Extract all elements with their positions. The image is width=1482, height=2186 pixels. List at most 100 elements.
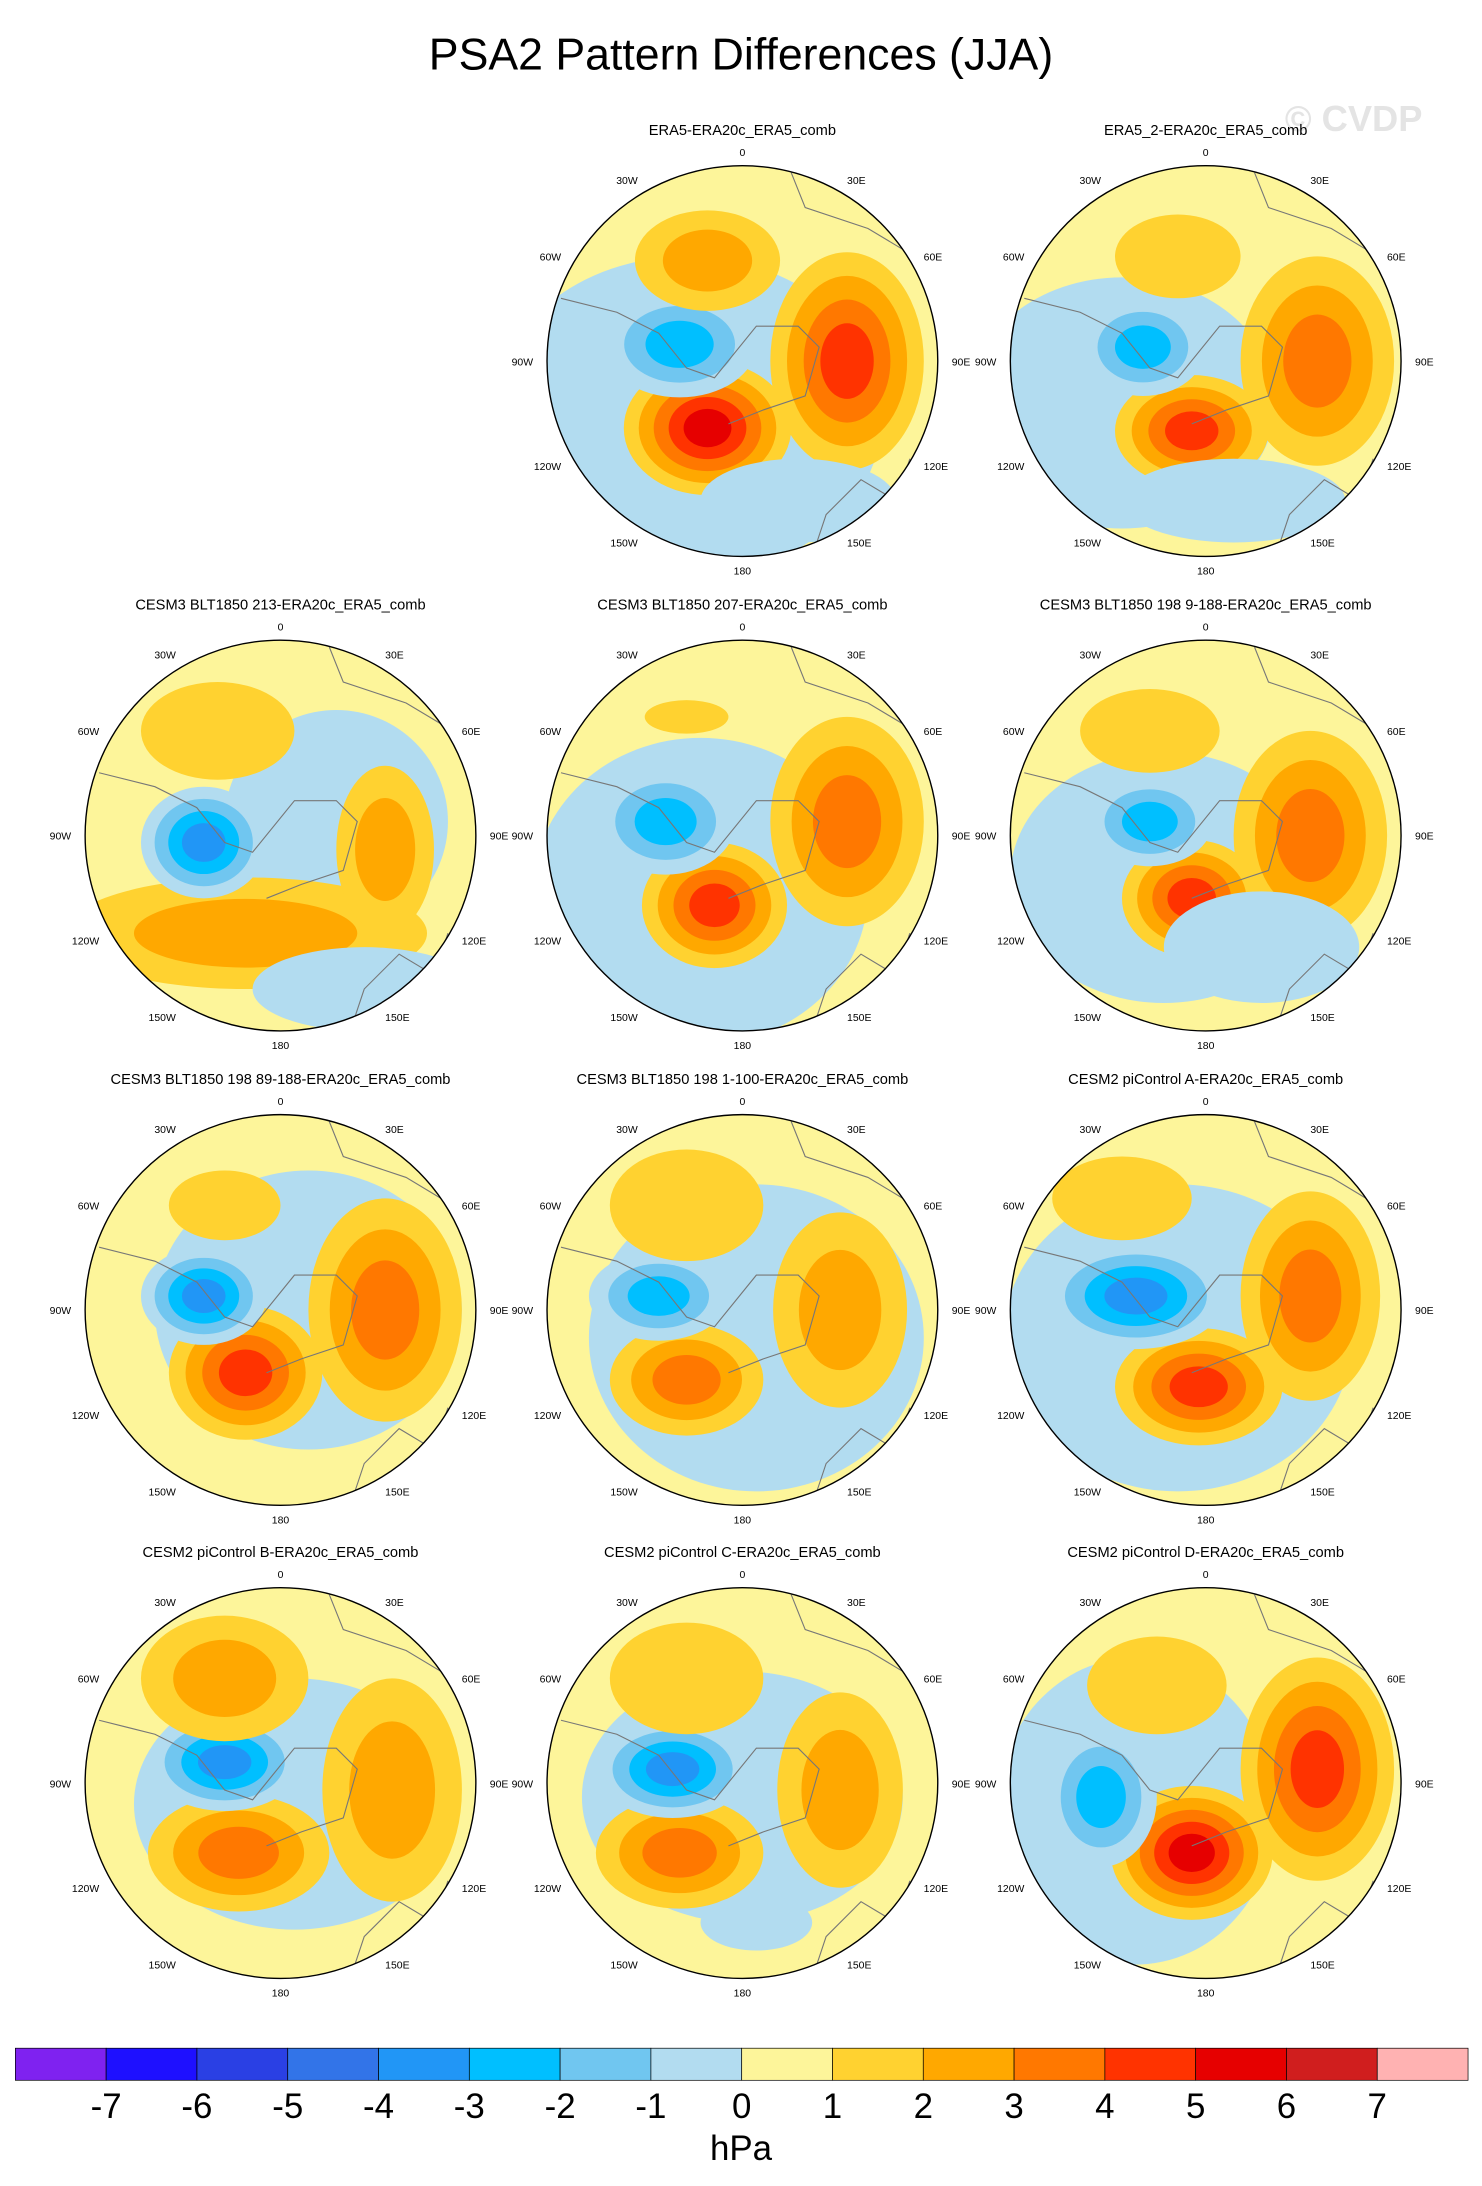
longitude-label: 60E: [1387, 1675, 1406, 1686]
map-border: [546, 1113, 939, 1507]
longitude-label: 30E: [1310, 1125, 1329, 1136]
contour-fill: [1052, 1156, 1192, 1241]
colorbar-box: [196, 2047, 289, 2081]
longitude-label: 90E: [952, 357, 971, 368]
longitude-label: 60W: [540, 253, 562, 264]
longitude-label: 120E: [1387, 1884, 1411, 1895]
colorbar-box: [1195, 2047, 1287, 2081]
colorbar-box: [468, 2047, 561, 2081]
longitude-label: 60W: [540, 727, 562, 738]
contour-fill: [355, 797, 416, 902]
map-border: [546, 639, 939, 1032]
longitude-label: 180: [272, 1041, 290, 1052]
coastline: [1024, 297, 1284, 425]
longitude-label: 90W: [512, 1306, 534, 1317]
panel-title: CESM3 BLT1850 207-ERA20c_ERA5_comb: [597, 597, 887, 613]
contour-fill: [1076, 1766, 1126, 1829]
colorbar-label: -3: [454, 2087, 485, 2126]
figure-title: PSA2 Pattern Differences (JJA): [429, 30, 1053, 79]
contour-fill: [700, 458, 896, 543]
coastline: [98, 772, 358, 899]
longitude-label: 120W: [72, 1884, 99, 1895]
colorbar-box: [1013, 2047, 1106, 2081]
colorbar-box: [922, 2047, 1015, 2081]
longitude-label: 60E: [924, 1675, 943, 1686]
colorbar-box: [378, 2047, 470, 2081]
colorbar-box: [105, 2047, 198, 2081]
contour-fill: [798, 1249, 882, 1371]
longitude-label: 0: [739, 1097, 745, 1108]
longitude-label: 90W: [975, 357, 997, 368]
contour-fill: [218, 1349, 273, 1397]
longitude-label: 120E: [1387, 936, 1411, 947]
longitude-label: 150E: [847, 1013, 871, 1024]
longitude-label: 60W: [540, 1675, 562, 1686]
map-fill: [1010, 1114, 1402, 1506]
contour-fill: [1279, 1249, 1342, 1343]
longitude-label: 60E: [1387, 727, 1406, 738]
longitude-label: 30E: [1310, 176, 1329, 187]
longitude-label: 0: [1203, 148, 1209, 159]
contour-fill: [644, 700, 729, 734]
longitude-label: 90E: [1415, 1306, 1434, 1317]
map-border: [1009, 1586, 1402, 1980]
longitude-label: 150W: [149, 1013, 176, 1024]
coastline: [328, 646, 442, 725]
longitude-label: 90E: [952, 1779, 971, 1790]
longitude-label: 120W: [72, 1411, 99, 1422]
longitude-label: 30W: [1080, 650, 1102, 661]
longitude-label: 0: [739, 622, 745, 633]
longitude-label: 30E: [847, 650, 866, 661]
longitude-label: 60W: [78, 727, 100, 738]
longitude-label: 90W: [512, 357, 534, 368]
contour-fill: [1163, 891, 1360, 1003]
longitude-label: 150E: [1310, 539, 1334, 550]
longitude-label: 150W: [1074, 1961, 1101, 1972]
colorbar-box: [650, 2047, 743, 2081]
longitude-label: 60E: [924, 253, 943, 264]
panel-title: ERA5-ERA20c_ERA5_comb: [649, 123, 836, 139]
panel-title: CESM2 piControl A-ERA20c_ERA5_comb: [1068, 1072, 1343, 1088]
contour-fill: [1121, 801, 1178, 842]
longitude-label: 150E: [847, 539, 871, 550]
longitude-label: 60W: [1003, 253, 1025, 264]
panel-title: CESM2 piControl B-ERA20c_ERA5_comb: [143, 1545, 419, 1561]
coastline: [790, 1121, 904, 1199]
longitude-label: 120W: [534, 936, 561, 947]
longitude-label: 0: [278, 1097, 284, 1108]
longitude-label: 90W: [975, 1779, 997, 1790]
longitude-label: 0: [1203, 1570, 1209, 1581]
polar-map: 0 30E 60E 90E 120E 150E 180 150W 120W 90W 60W 30W: [512, 148, 971, 578]
longitude-label: 30W: [1080, 1125, 1102, 1136]
coastline: [98, 1246, 358, 1374]
contour-fill: [1169, 1366, 1228, 1408]
colorbar-box: [15, 2047, 107, 2081]
panel-title: CESM3 BLT1850 198 9-188-ERA20c_ERA5_comb: [1040, 597, 1372, 613]
longitude-label: 30E: [385, 1598, 404, 1609]
longitude-label: 180: [1197, 1516, 1215, 1527]
colorbar-label: -2: [545, 2087, 576, 2126]
longitude-label: 120W: [534, 1884, 561, 1895]
colorbar-unit: hPa: [710, 2129, 773, 2168]
longitude-label: 30E: [847, 1125, 866, 1136]
longitude-label: 30W: [1080, 1598, 1102, 1609]
longitude-label: 90E: [1415, 357, 1434, 368]
coastline: [328, 1121, 442, 1199]
coastline: [1024, 1246, 1284, 1374]
longitude-label: 180: [272, 1989, 290, 2000]
longitude-label: 150E: [1310, 1013, 1334, 1024]
longitude-label: 60W: [78, 1202, 100, 1213]
longitude-label: 150E: [385, 1013, 409, 1024]
colorbar-label: 2: [914, 2087, 933, 2126]
longitude-label: 180: [1197, 1041, 1215, 1052]
contour-fill: [1283, 314, 1352, 408]
longitude-label: 90W: [50, 832, 72, 843]
longitude-label: 180: [734, 1516, 752, 1527]
contour-fill: [181, 1279, 226, 1314]
longitude-label: 30E: [385, 1125, 404, 1136]
longitude-label: 60E: [924, 1202, 943, 1213]
longitude-label: 180: [734, 1989, 752, 2000]
panel-title: ERA5_2-ERA20c_ERA5_comb: [1104, 123, 1307, 139]
colorbar-label: 3: [1004, 2087, 1023, 2126]
